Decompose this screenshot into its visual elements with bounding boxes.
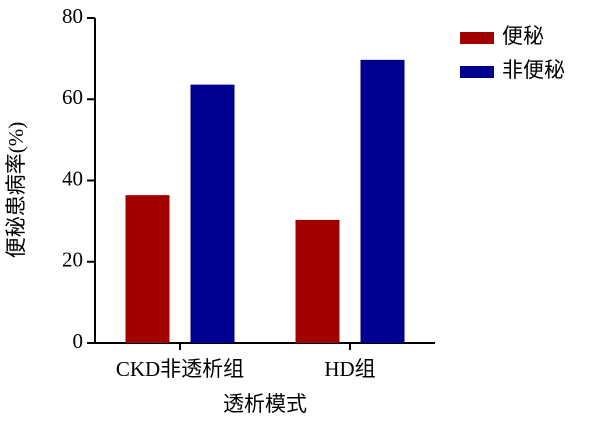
legend-swatch <box>460 32 494 44</box>
x-axis-label: 透析模式 <box>223 392 307 416</box>
legend-label: 非便秘 <box>502 58 565 82</box>
bar <box>190 84 235 343</box>
y-axis-label: 便秘患病率(%) <box>4 122 28 258</box>
bar <box>295 219 340 343</box>
legend-label: 便秘 <box>502 24 544 48</box>
y-tick-label: 80 <box>62 4 83 28</box>
y-tick-label: 20 <box>62 248 83 272</box>
y-tick-label: 0 <box>73 329 84 353</box>
x-tick-label: HD组 <box>324 357 375 381</box>
y-tick-label: 60 <box>62 85 83 109</box>
legend-swatch <box>460 66 494 78</box>
y-tick-label: 40 <box>62 166 83 190</box>
bar <box>125 195 170 343</box>
bar <box>360 59 405 343</box>
x-tick-label: CKD非透析组 <box>116 357 244 381</box>
